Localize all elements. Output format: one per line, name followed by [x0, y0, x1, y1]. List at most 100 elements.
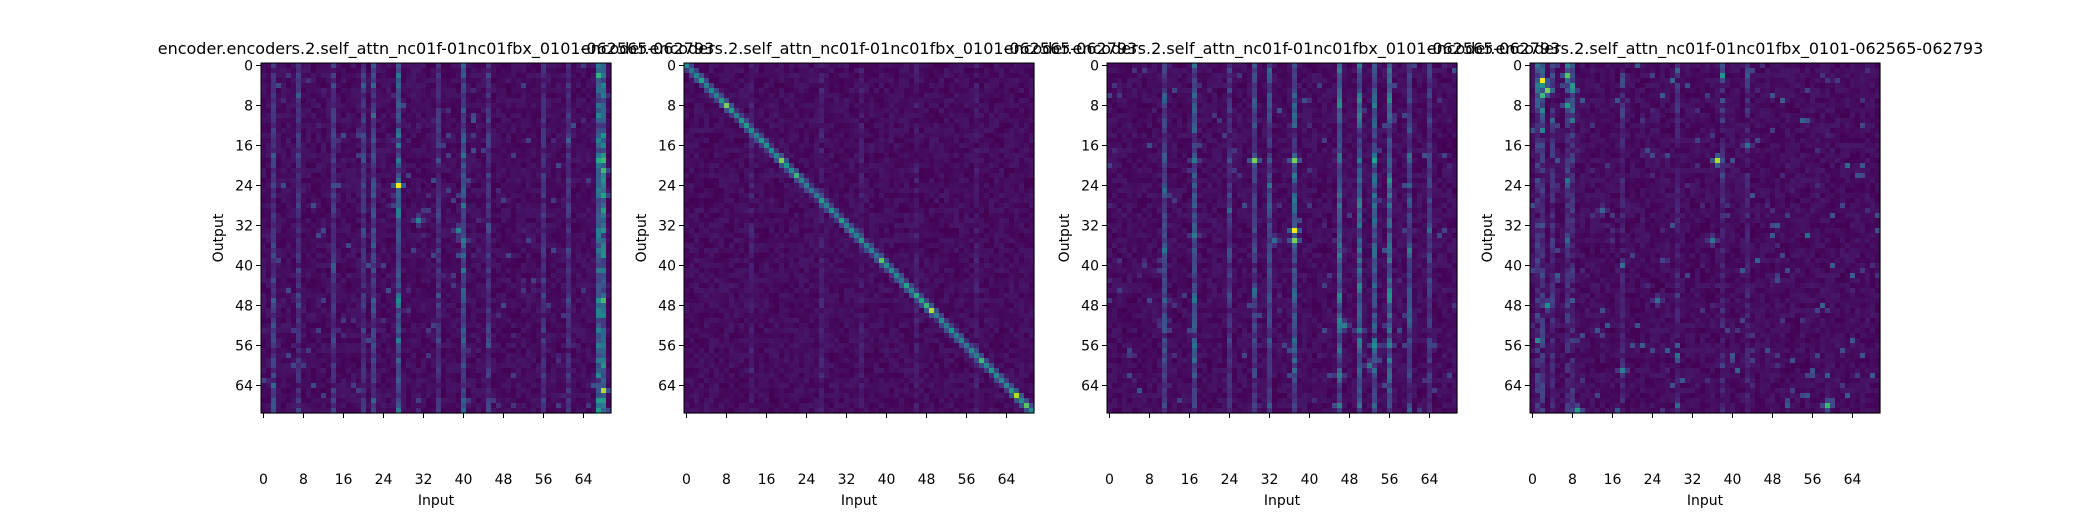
heatmap-cell [531, 63, 537, 69]
heatmap-cell [481, 223, 487, 229]
heatmap-cell [286, 163, 292, 169]
heatmap-cell [586, 353, 592, 359]
heatmap-cell [501, 243, 507, 249]
heatmap-cell [431, 63, 437, 69]
heatmap-cell [586, 118, 592, 124]
heatmap-cell [386, 383, 392, 389]
heatmap-cell [271, 258, 277, 264]
heatmap-cell [421, 93, 427, 99]
heatmap-cell [396, 223, 402, 229]
heatmap-cell [486, 138, 492, 144]
heatmap-cell [371, 133, 377, 139]
heatmap-cell [566, 223, 572, 229]
heatmap-cell [451, 83, 457, 89]
heatmap-cell [566, 348, 572, 354]
heatmap-cell [326, 153, 332, 159]
heatmap-cell [426, 368, 432, 374]
heatmap-cell [271, 328, 277, 334]
heatmap-cell [301, 303, 307, 309]
heatmap-cell [381, 103, 387, 109]
heatmap-cell [346, 308, 352, 314]
heatmap-cell [521, 98, 527, 104]
heatmap-cell [471, 148, 477, 154]
heatmap-cell [586, 158, 592, 164]
heatmap-cell [416, 183, 422, 189]
heatmap-cell [456, 323, 462, 329]
heatmap-cell [341, 293, 347, 299]
heatmap-cell [501, 188, 507, 194]
heatmap-cell [441, 123, 447, 129]
heatmap-cell [341, 378, 347, 384]
heatmap-cell [381, 83, 387, 89]
heatmap-cell [551, 213, 557, 219]
heatmap-cell [361, 298, 367, 304]
heatmap-cell [341, 88, 347, 94]
heatmap-cell [291, 223, 297, 229]
heatmap-cell [481, 148, 487, 154]
heatmap-cell [296, 398, 302, 404]
heatmap-cell [536, 138, 542, 144]
heatmap-cell [311, 223, 317, 229]
heatmap-cell [476, 258, 482, 264]
heatmap-cell [366, 343, 372, 349]
heatmap-cell [481, 333, 487, 339]
heatmap-cell [536, 168, 542, 174]
heatmap-cell [446, 378, 452, 384]
heatmap-cell [326, 208, 332, 214]
heatmap-cell [536, 258, 542, 264]
heatmap-cell [306, 228, 312, 234]
heatmap-cell [291, 193, 297, 199]
heatmap-cell [291, 168, 297, 174]
heatmap-cell [411, 168, 417, 174]
heatmap-cell [506, 288, 512, 294]
heatmap-cell [351, 403, 357, 409]
heatmap-cell [446, 68, 452, 74]
heatmap-cell [536, 363, 542, 369]
heatmap-cell [591, 253, 597, 259]
heatmap-cell [301, 308, 307, 314]
heatmap-cell [581, 198, 587, 204]
heatmap-cell [521, 363, 527, 369]
heatmap-cell [576, 173, 582, 179]
heatmap-cell [421, 193, 427, 199]
heatmap-cell [496, 183, 502, 189]
heatmap-cell [416, 363, 422, 369]
heatmap-cell [386, 103, 392, 109]
heatmap-cell [601, 273, 607, 279]
heatmap-cell [271, 398, 277, 404]
heatmap-cell [401, 368, 407, 374]
heatmap-cell [401, 318, 407, 324]
heatmap-cell [291, 118, 297, 124]
heatmap-cell [311, 63, 317, 69]
heatmap-cell [406, 258, 412, 264]
heatmap-cell [486, 258, 492, 264]
heatmap-cell [511, 273, 517, 279]
heatmap-cell [566, 298, 572, 304]
heatmap-cell [581, 298, 587, 304]
heatmap-cell [556, 373, 562, 379]
heatmap-cell [451, 78, 457, 84]
heatmap-cell [436, 108, 442, 114]
heatmap-cell [436, 303, 442, 309]
heatmap-cell [381, 343, 387, 349]
heatmap-cell [541, 298, 547, 304]
heatmap-cell [341, 158, 347, 164]
heatmap-cell [306, 168, 312, 174]
heatmap-cell [546, 138, 552, 144]
heatmap-cell [521, 203, 527, 209]
heatmap-cell [376, 363, 382, 369]
heatmap-cell [361, 193, 367, 199]
heatmap-cell [406, 213, 412, 219]
heatmap-cell [601, 288, 607, 294]
heatmap-cell [556, 63, 562, 69]
heatmap-cell [526, 158, 532, 164]
heatmap-cell [401, 343, 407, 349]
heatmap-cell [486, 328, 492, 334]
heatmap-cell [561, 373, 567, 379]
heatmap-cell [351, 73, 357, 79]
heatmap-cell [261, 223, 267, 229]
heatmap-cell [476, 353, 482, 359]
heatmap-cell [531, 328, 537, 334]
heatmap-cell [511, 188, 517, 194]
heatmap-cell [526, 318, 532, 324]
